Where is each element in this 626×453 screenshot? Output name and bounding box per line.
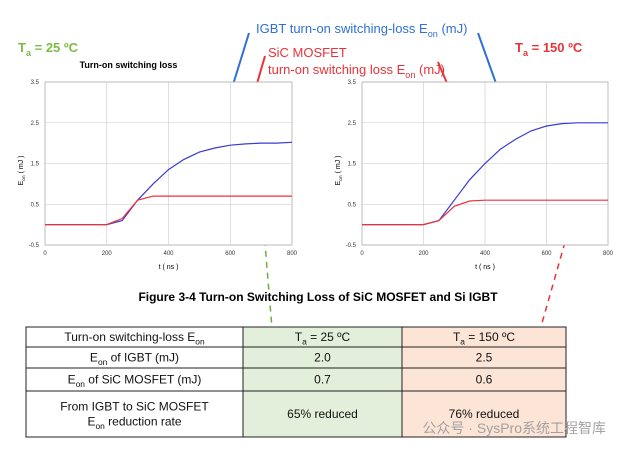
text-piece: of IGBT (mJ) <box>107 351 179 365</box>
text: 0.7 <box>314 373 331 387</box>
text-piece: 2.0 <box>314 351 331 365</box>
text: Turn-on switching-loss Eon <box>64 330 205 347</box>
text-piece: (mJ) <box>438 21 468 36</box>
y-tick-label: -0.5 <box>29 243 40 249</box>
subscript: on <box>76 379 86 389</box>
sic-label: SiC MOSFET <box>268 45 347 60</box>
subscript: a <box>302 337 307 347</box>
x-tick-label: 0 <box>360 251 364 257</box>
x-tick-label: 200 <box>418 251 429 257</box>
text-piece: = 150 ºC <box>465 330 515 344</box>
series-line <box>45 195 292 226</box>
subscript: on <box>22 175 27 181</box>
y-tick-label: 0.5 <box>348 202 357 208</box>
y-tick-label: 2.5 <box>31 121 40 127</box>
text: Ta = 25 ºC <box>18 40 79 58</box>
text-piece: T <box>453 330 461 344</box>
y-tick-label: 2.5 <box>348 121 357 127</box>
text-piece: reduction rate <box>105 415 182 429</box>
text: turn-on switching loss Eon (mJ) <box>268 62 445 80</box>
text-piece: E <box>335 181 342 186</box>
text-piece: = 150 ºC <box>528 40 583 55</box>
x-tick-label: 600 <box>225 251 236 257</box>
subscript: on <box>95 421 105 431</box>
subscript: on <box>339 175 344 181</box>
text-piece: 76% reduced <box>449 407 520 421</box>
text-piece: = 25 ºC <box>31 40 79 55</box>
x-axis-label: t ( ns ) <box>159 264 179 271</box>
series-line <box>362 199 608 226</box>
text: Ta = 150 ºC <box>453 330 515 347</box>
text-piece: 2.5 <box>476 351 493 365</box>
subscript: on <box>98 357 108 367</box>
subscript: on <box>195 337 205 347</box>
subscript: a <box>26 48 32 58</box>
text-piece: E <box>87 415 95 429</box>
x-tick-label: 600 <box>541 251 552 257</box>
charts: 0 200 400 600 800 -0.5 0.5 1.5 2.5 3.5 Turn-on swi… <box>18 60 614 271</box>
text: 0.6 <box>476 373 493 387</box>
text-piece: 0.7 <box>314 373 331 387</box>
series-line <box>45 141 293 226</box>
x-tick-label: 200 <box>102 251 113 257</box>
figure-caption: Figure 3-4 Turn-on Switching Loss of SiC… <box>138 290 498 304</box>
text-piece: Turn-on switching-loss E <box>64 330 195 344</box>
chart-title: Turn-on switching loss <box>80 60 178 70</box>
text-piece: T <box>18 40 26 55</box>
x-tick-label: 800 <box>287 251 298 257</box>
text-piece: = 25 ºC <box>307 330 351 344</box>
text: From IGBT to SiC MOSFET <box>60 400 209 414</box>
text: 76% reduced <box>449 407 520 421</box>
y-tick-label: -0.5 <box>346 243 357 249</box>
text-piece: of SiC MOSFET (mJ) <box>85 373 201 387</box>
y-tick-label: 1.5 <box>31 162 40 168</box>
text: Eon reduction rate <box>87 415 181 432</box>
x-tick-label: 800 <box>603 251 614 257</box>
text-piece: T <box>295 330 303 344</box>
subscript: a <box>523 48 529 58</box>
text: Eon of IGBT (mJ) <box>90 351 179 368</box>
text-piece: E <box>68 373 76 387</box>
chart: 0 200 400 600 800 -0.5 0.5 1.5 2.5 3.5 t ( ns ) Eon… <box>335 80 614 271</box>
text: Eon ( mJ ) <box>335 156 344 186</box>
chart: 0 200 400 600 800 -0.5 0.5 1.5 2.5 3.5 Turn-on swi… <box>18 60 298 271</box>
x-axis-label: t ( ns ) <box>475 264 495 271</box>
text: Eon of SiC MOSFET (mJ) <box>68 373 202 390</box>
text-piece: E <box>18 181 25 186</box>
table: Turn-on switching-loss Eon Ta = 25 ºC Ta =… <box>25 326 567 438</box>
text-piece: E <box>90 351 98 365</box>
text: Ta = 25 ºC <box>295 330 351 347</box>
table-cell <box>25 390 244 438</box>
y-tick-label: 3.5 <box>31 80 40 86</box>
text: 2.0 <box>314 351 331 365</box>
text-piece: 0.6 <box>476 373 493 387</box>
text-piece: IGBT turn-on switching-loss E <box>256 21 428 36</box>
y-tick-label: 1.5 <box>348 162 357 168</box>
text-piece: 65% reduced <box>287 407 358 421</box>
text: IGBT turn-on switching-loss Eon (mJ) <box>256 21 467 39</box>
x-tick-label: 400 <box>163 251 174 257</box>
y-tick-label: 3.5 <box>348 80 357 86</box>
text-piece: turn-on switching loss E <box>268 62 406 77</box>
table-cell <box>401 390 567 438</box>
x-tick-label: 400 <box>480 251 491 257</box>
text-piece: T <box>515 40 523 55</box>
text: 65% reduced <box>287 407 358 421</box>
watermark: 公众号 · SysPro系统工程智库 <box>422 420 606 436</box>
x-tick-label: 0 <box>43 251 47 257</box>
text-piece: ( mJ ) <box>335 156 342 176</box>
text: 2.5 <box>476 351 493 365</box>
text-piece: ( mJ ) <box>18 156 25 176</box>
subscript: a <box>460 337 465 347</box>
text: Ta = 150 ºC <box>515 40 583 58</box>
text-piece: (mJ) <box>415 62 445 77</box>
text-piece: From IGBT to SiC MOSFET <box>60 400 209 414</box>
text: Eon ( mJ ) <box>18 156 27 186</box>
subscript: on <box>428 29 438 39</box>
subscript: on <box>405 70 415 80</box>
y-tick-label: 0.5 <box>31 202 40 208</box>
